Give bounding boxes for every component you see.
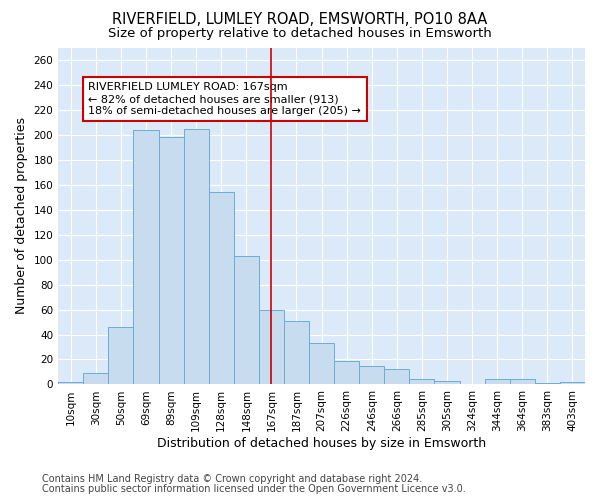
Text: Size of property relative to detached houses in Emsworth: Size of property relative to detached ho… bbox=[108, 28, 492, 40]
Bar bbox=[409, 380, 434, 384]
Bar bbox=[184, 128, 209, 384]
Bar bbox=[209, 192, 234, 384]
Bar bbox=[485, 380, 510, 384]
Bar bbox=[109, 327, 133, 384]
Bar bbox=[334, 360, 359, 384]
Bar bbox=[510, 380, 535, 384]
Text: Contains public sector information licensed under the Open Government Licence v3: Contains public sector information licen… bbox=[42, 484, 466, 494]
X-axis label: Distribution of detached houses by size in Emsworth: Distribution of detached houses by size … bbox=[157, 437, 486, 450]
Bar bbox=[535, 383, 560, 384]
Bar bbox=[434, 380, 460, 384]
Bar bbox=[234, 256, 259, 384]
Bar bbox=[385, 370, 409, 384]
Bar bbox=[83, 373, 109, 384]
Bar bbox=[133, 130, 158, 384]
Text: Contains HM Land Registry data © Crown copyright and database right 2024.: Contains HM Land Registry data © Crown c… bbox=[42, 474, 422, 484]
Bar bbox=[158, 138, 184, 384]
Y-axis label: Number of detached properties: Number of detached properties bbox=[15, 118, 28, 314]
Bar bbox=[359, 366, 385, 384]
Bar bbox=[259, 310, 284, 384]
Bar bbox=[284, 321, 309, 384]
Text: RIVERFIELD, LUMLEY ROAD, EMSWORTH, PO10 8AA: RIVERFIELD, LUMLEY ROAD, EMSWORTH, PO10 … bbox=[112, 12, 488, 28]
Bar bbox=[560, 382, 585, 384]
Bar bbox=[58, 382, 83, 384]
Text: RIVERFIELD LUMLEY ROAD: 167sqm
← 82% of detached houses are smaller (913)
18% of: RIVERFIELD LUMLEY ROAD: 167sqm ← 82% of … bbox=[88, 82, 361, 116]
Bar bbox=[309, 344, 334, 384]
